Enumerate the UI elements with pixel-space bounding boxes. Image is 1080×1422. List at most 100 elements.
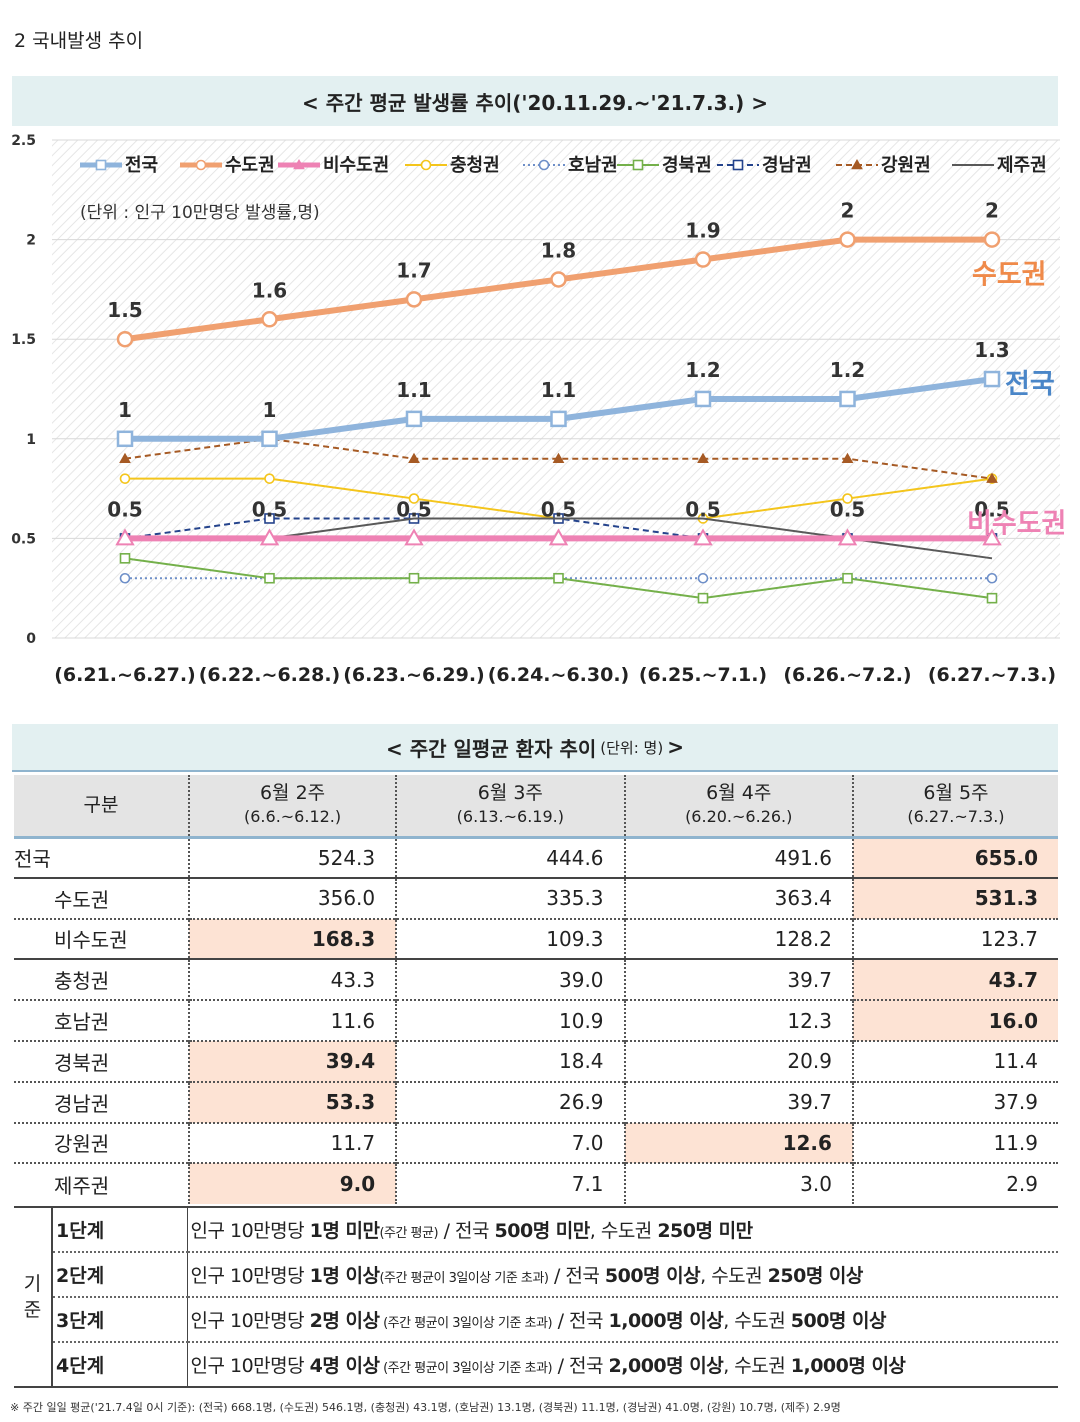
data-point xyxy=(264,572,275,584)
data-point xyxy=(986,572,998,584)
data-point xyxy=(95,159,107,171)
data-point xyxy=(632,159,644,171)
cell: 10.9 xyxy=(395,999,625,1041)
cell: 39.0 xyxy=(395,958,625,1001)
header-week-3: 6월 3주 (6.13.~6.19.) xyxy=(395,775,625,837)
x-tick-label: (6.22.~6.28.) xyxy=(199,664,340,686)
incidence-line-chart: 00.511.522.5 (6.21.~6.27.) (6.22.~6.28.)(… xyxy=(11,133,1066,686)
chart-unit-note: (단위 : 인구 10만명당 발생률,명) xyxy=(80,203,320,223)
data-point xyxy=(837,528,858,546)
table-row: 충청권 43.3 39.0 39.7 43.7 xyxy=(14,958,1058,1001)
legend-item: 비수도권 xyxy=(278,155,389,176)
cell-highlighted: 531.3 xyxy=(851,876,1058,919)
chart-banner: < 주간 평균 발생률 추이('20.11.29.~'21.7.3.) > xyxy=(12,76,1058,126)
data-label: 0.5 xyxy=(252,497,287,521)
criteria-row: 3단계 인구 10만명당 2명 이상 (주간 평균이 3일이상 기준 초과) /… xyxy=(14,1296,1058,1342)
criteria-desc: 인구 10만명당 1명 미만(주간 평균) / 전국 500명 미만, 수도권 … xyxy=(190,1220,754,1242)
header-week-2: 6월 2주 (6.6.~6.12.) xyxy=(187,775,397,837)
criteria-desc: 인구 10만명당 1명 이상(주간 평균이 3일이상 기준 초과) / 전국 5… xyxy=(187,1251,1058,1297)
data-point xyxy=(693,528,713,546)
data-label: 0.5 xyxy=(396,497,431,521)
data-point xyxy=(842,493,853,504)
cell: 109.3 xyxy=(395,917,625,960)
legend-item: 전국 xyxy=(80,155,158,176)
table-row: 비수도권 168.3 109.3 128.2 123.7 xyxy=(14,917,1058,960)
cell: 11.9 xyxy=(851,1121,1058,1164)
data-point xyxy=(404,528,424,546)
y-tick-label: 2.5 xyxy=(11,133,36,149)
data-point xyxy=(408,493,420,504)
data-point xyxy=(119,473,131,484)
cell: 2.9 xyxy=(851,1162,1058,1205)
data-label: 1.2 xyxy=(830,358,865,382)
row-name: 비수도권 xyxy=(14,917,190,960)
cell: 491.6 xyxy=(623,836,853,878)
data-point xyxy=(408,572,420,584)
data-point xyxy=(694,251,712,268)
series-비수도권 xyxy=(115,528,1002,546)
cell-highlighted: 43.7 xyxy=(851,958,1058,1001)
data-point xyxy=(420,159,432,171)
cell: 524.3 xyxy=(187,836,397,878)
data-point xyxy=(261,430,278,448)
plot-background xyxy=(52,140,1060,638)
data-label: 0.5 xyxy=(830,497,865,521)
table-banner-close: > xyxy=(667,735,684,759)
data-point xyxy=(986,472,998,483)
data-point xyxy=(261,311,278,328)
data-point xyxy=(195,159,207,171)
criteria-level: 1단계 xyxy=(51,1207,188,1252)
y-tick-label: 1 xyxy=(26,432,36,448)
row-name: 수도권 xyxy=(14,876,190,919)
criteria-level: 2단계 xyxy=(51,1251,188,1297)
legend-label: 충청권 xyxy=(450,155,500,176)
data-point xyxy=(264,473,275,484)
header-week-4: 6월 4주 (6.20.~6.26.) xyxy=(623,775,853,837)
weekly-patient-table: 구분 6월 2주 (6.6.~6.12.) 6월 3주 (6.13.~6.19.) … xyxy=(14,775,1058,1205)
data-label: 1 xyxy=(263,398,277,422)
criteria-row: 4단계 인구 10만명당 4명 이상 (주간 평균이 3일이상 기준 초과) /… xyxy=(14,1341,1058,1387)
cell: 37.9 xyxy=(851,1080,1058,1123)
data-point xyxy=(116,430,134,448)
header-week-5: 6월 5주 (6.27.~7.3.) xyxy=(851,775,1058,837)
header-category: 구분 xyxy=(14,775,190,837)
cell: 26.9 xyxy=(395,1080,625,1123)
row-name: 제주권 xyxy=(14,1162,190,1205)
cell-highlighted: 168.3 xyxy=(187,917,397,960)
row-name: 강원권 xyxy=(14,1121,190,1164)
data-point xyxy=(550,271,567,288)
row-name: 전국 xyxy=(14,836,190,878)
data-point xyxy=(697,572,709,584)
data-point xyxy=(119,553,131,564)
series-callout: 수도권 xyxy=(972,260,1047,291)
data-point xyxy=(732,159,744,171)
data-point xyxy=(264,513,275,524)
data-point xyxy=(259,528,280,546)
y-tick-label: 2 xyxy=(26,233,36,249)
table-row: 경북권 39.4 18.4 20.9 11.4 xyxy=(14,1039,1058,1082)
cell: 43.3 xyxy=(187,958,397,1001)
data-point xyxy=(839,231,856,248)
legend-item: 수도권 xyxy=(180,155,275,176)
footnote: ※ 주간 일일 평균('21.7.4일 0시 기준): (전국) 668.1명,… xyxy=(10,1401,841,1414)
cell: 20.9 xyxy=(623,1039,853,1082)
cell-highlighted: 655.0 xyxy=(851,836,1058,878)
data-point xyxy=(841,452,854,463)
data-label: 1 xyxy=(118,398,132,422)
cell-highlighted: 12.6 xyxy=(623,1121,853,1164)
data-label: 0.5 xyxy=(107,497,142,521)
criteria-desc: 인구 10만명당 2명 이상 (주간 평균이 3일이상 기준 초과) / 전국 … xyxy=(187,1296,1058,1342)
cell: 11.6 xyxy=(187,999,397,1041)
table-row: 수도권 356.0 335.3 363.4 531.3 xyxy=(14,876,1058,919)
data-label: 1.7 xyxy=(396,258,431,282)
data-point xyxy=(405,291,423,308)
table-banner-unit: (단위: 명) xyxy=(600,738,664,757)
data-label: 0.5 xyxy=(974,497,1009,521)
data-point xyxy=(115,528,135,546)
y-tick-label: 0.5 xyxy=(11,531,36,547)
table-row: 강원권 11.7 7.0 12.6 11.9 xyxy=(14,1121,1058,1164)
cell: 123.7 xyxy=(851,917,1058,960)
